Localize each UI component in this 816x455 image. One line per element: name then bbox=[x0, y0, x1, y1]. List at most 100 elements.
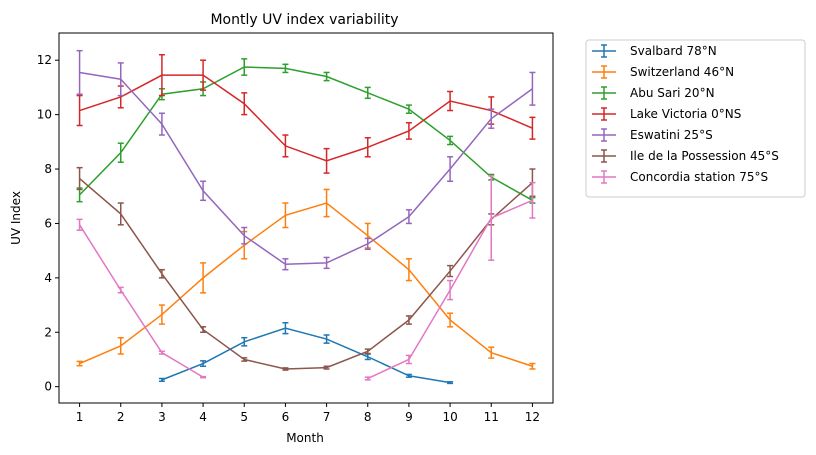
error-bar bbox=[488, 108, 495, 129]
x-tick-label: 7 bbox=[323, 410, 331, 424]
error-bar bbox=[323, 256, 330, 270]
error-bar bbox=[529, 71, 536, 106]
series-2 bbox=[76, 188, 536, 370]
y-tick-label: 0 bbox=[44, 380, 52, 394]
error-bar bbox=[158, 268, 165, 279]
plot-area bbox=[76, 49, 536, 385]
series-line bbox=[79, 74, 533, 162]
error-bar bbox=[117, 286, 124, 294]
error-bar bbox=[241, 226, 248, 245]
legend-label: Concordia station 75°S bbox=[630, 170, 768, 184]
error-bar bbox=[323, 188, 330, 218]
error-bar bbox=[241, 92, 248, 116]
error-bar bbox=[405, 209, 412, 225]
error-bar bbox=[241, 357, 248, 362]
error-bar bbox=[158, 112, 165, 136]
series-line bbox=[79, 202, 533, 367]
series-line bbox=[78, 224, 204, 378]
error-bar bbox=[158, 377, 165, 382]
error-bar bbox=[241, 58, 248, 76]
legend-item: Switzerland 46°N bbox=[592, 65, 734, 79]
series-line bbox=[79, 71, 533, 266]
x-tick-label: 1 bbox=[76, 410, 84, 424]
series-line bbox=[161, 327, 451, 384]
legend-item: Abu Sari 20°N bbox=[592, 86, 715, 100]
error-bar bbox=[282, 367, 289, 371]
y-tick-label: 6 bbox=[44, 216, 52, 230]
legend-label: Ile de la Possession 45°S bbox=[630, 149, 779, 163]
error-bar bbox=[447, 264, 454, 278]
error-bar bbox=[76, 218, 83, 231]
error-bar bbox=[405, 354, 412, 365]
series-7 bbox=[76, 175, 536, 381]
error-bar bbox=[447, 90, 454, 112]
x-tick-label: 10 bbox=[442, 410, 457, 424]
error-bar bbox=[282, 63, 289, 74]
series-5 bbox=[76, 49, 536, 271]
error-bar bbox=[200, 326, 207, 334]
y-axis: 0 2 4 6 8 10 12 bbox=[37, 53, 59, 394]
series-line bbox=[79, 177, 533, 370]
legend-label: Lake Victoria 0°NS bbox=[630, 107, 741, 121]
x-tick-label: 3 bbox=[158, 410, 166, 424]
error-bar bbox=[323, 71, 330, 82]
series-4 bbox=[76, 54, 536, 174]
error-bar bbox=[76, 360, 83, 367]
error-bar bbox=[447, 279, 454, 301]
error-bar bbox=[364, 348, 371, 355]
legend-frame bbox=[585, 39, 806, 198]
y-tick-label: 8 bbox=[44, 162, 52, 176]
x-tick-label: 5 bbox=[240, 410, 248, 424]
error-bar bbox=[200, 59, 207, 91]
x-tick-label: 9 bbox=[405, 410, 413, 424]
error-bar bbox=[529, 362, 536, 370]
x-tick-label: 11 bbox=[484, 410, 499, 424]
error-bar bbox=[76, 166, 83, 191]
error-bar bbox=[282, 202, 289, 229]
error-bar bbox=[405, 315, 412, 325]
error-bar bbox=[364, 376, 371, 381]
error-bar bbox=[117, 202, 124, 226]
x-axis: 1 2 3 4 5 6 7 8 9 10 11 12 bbox=[76, 403, 540, 424]
y-tick-label: 10 bbox=[37, 108, 52, 122]
error-bar bbox=[117, 142, 124, 163]
legend-item: Concordia station 75°S bbox=[592, 170, 768, 184]
error-bar bbox=[488, 175, 495, 261]
error-bar bbox=[447, 135, 454, 146]
legend-label: Switzerland 46°N bbox=[630, 65, 734, 79]
error-bar bbox=[488, 346, 495, 359]
error-bar bbox=[447, 312, 454, 328]
legend-item: Eswatini 25°S bbox=[592, 128, 713, 142]
error-bar bbox=[117, 62, 124, 97]
error-bar bbox=[323, 147, 330, 174]
error-bar bbox=[200, 360, 207, 368]
error-bar bbox=[200, 262, 207, 294]
series-line bbox=[79, 66, 533, 201]
legend-item: Lake Victoria 0°NS bbox=[592, 107, 741, 121]
error-bar bbox=[117, 336, 124, 355]
y-tick-label: 2 bbox=[44, 325, 52, 339]
error-bar bbox=[76, 49, 83, 95]
error-bar bbox=[447, 381, 454, 385]
x-tick-label: 8 bbox=[364, 410, 372, 424]
error-bar bbox=[364, 353, 371, 361]
error-bar bbox=[529, 116, 536, 140]
y-axis-label: UV Index bbox=[9, 191, 23, 245]
x-axis-label: Month bbox=[286, 431, 324, 445]
x-tick-label: 2 bbox=[117, 410, 125, 424]
error-bar bbox=[364, 237, 371, 251]
error-bar bbox=[529, 181, 536, 219]
error-bar bbox=[76, 94, 83, 127]
series-6 bbox=[76, 166, 536, 371]
error-bar bbox=[364, 86, 371, 100]
error-bar bbox=[447, 156, 454, 183]
error-bar bbox=[282, 321, 289, 335]
error-bar bbox=[405, 122, 412, 140]
x-tick-label: 6 bbox=[282, 410, 290, 424]
error-bar bbox=[158, 350, 165, 355]
error-bar bbox=[405, 373, 412, 378]
error-bar bbox=[200, 375, 207, 379]
legend-item: Ile de la Possession 45°S bbox=[592, 149, 779, 163]
error-bar bbox=[405, 258, 412, 282]
